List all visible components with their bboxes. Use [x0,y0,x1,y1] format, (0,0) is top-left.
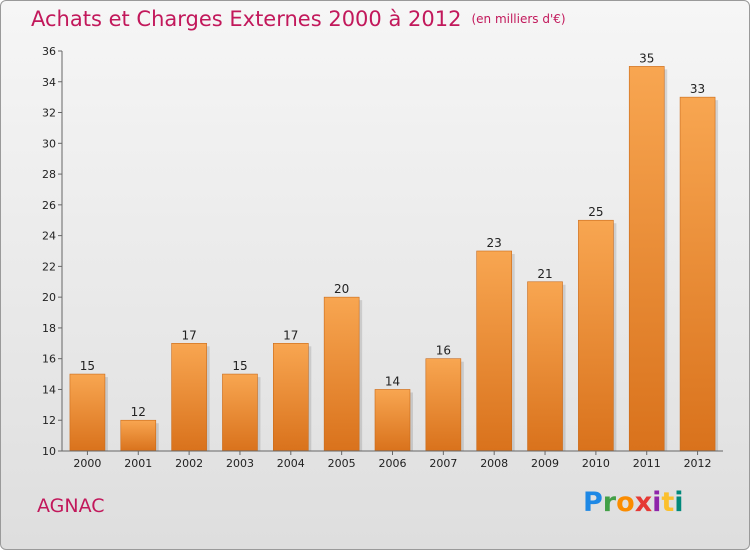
title-unit: (en milliers d'€) [471,12,566,26]
bar-value-label: 25 [588,205,603,219]
x-tick-label: 2004 [277,457,305,470]
y-tick-label: 26 [42,199,56,212]
x-tick-label: 2005 [328,457,356,470]
bar [69,373,106,452]
y-tick-label: 24 [42,230,56,243]
y-tick-label: 32 [42,107,56,120]
y-tick-label: 28 [42,168,56,181]
bar [171,343,207,452]
proxiti-logo: Proxiti [583,487,684,518]
bar-value-label: 14 [385,374,400,388]
commune-name: AGNAC [37,495,105,517]
bar-value-label: 33 [690,82,705,96]
bar [527,281,563,452]
y-tick-label: 30 [42,137,56,150]
x-tick-label: 2001 [124,457,152,470]
bar [120,419,157,452]
y-tick-label: 18 [42,322,56,335]
y-tick-label: 10 [42,445,56,458]
bar-value-label: 20 [334,282,349,296]
x-tick-label: 2002 [175,457,203,470]
y-tick-label: 22 [42,260,56,273]
y-tick-label: 20 [42,291,56,304]
x-tick-label: 2010 [582,457,610,470]
y-tick-label: 16 [42,353,56,366]
x-tick-label: 2007 [429,457,457,470]
bar-value-label: 17 [283,328,298,342]
x-tick-label: 2006 [379,457,407,470]
bar-value-label: 21 [537,267,552,281]
x-tick-label: 2008 [480,457,508,470]
bar-value-label: 15 [232,359,247,373]
bar [628,66,665,452]
y-tick-label: 14 [42,383,56,396]
x-tick-label: 2003 [226,457,254,470]
x-tick-label: 2009 [531,457,559,470]
bar [476,250,512,452]
bar [578,219,614,452]
bar [425,358,462,452]
bar [323,296,360,452]
x-tick-label: 2000 [73,457,101,470]
bar-value-label: 23 [487,236,502,250]
x-tick-label: 2011 [633,457,661,470]
bar [374,389,411,452]
chart-title: Achats et Charges Externes 2000 à 2012 (e… [31,7,566,31]
title-text: Achats et Charges Externes 2000 à 2012 [31,7,462,31]
bar-value-label: 15 [80,359,95,373]
bar [222,373,258,452]
y-tick-label: 34 [42,76,56,89]
y-tick-label: 36 [42,45,56,58]
bar-value-label: 17 [181,328,196,342]
bar [679,96,716,452]
bar-value-label: 16 [436,344,451,358]
bar [273,343,309,452]
x-tick-label: 2012 [684,457,712,470]
y-tick-label: 12 [42,414,56,427]
bar-value-label: 12 [131,405,146,419]
bar-value-label: 35 [639,51,654,65]
